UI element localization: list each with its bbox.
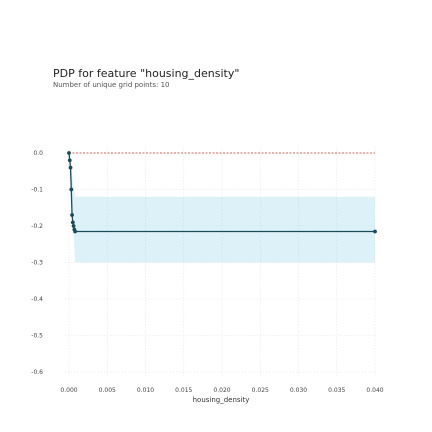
data-point <box>68 165 73 170</box>
y-tick-label: -0.1 <box>31 187 43 194</box>
y-tick-label: -0.4 <box>31 296 43 303</box>
y-tick-label: 0.0 <box>33 150 43 157</box>
y-tick-label: -0.3 <box>31 260 43 267</box>
x-tick-label: 0.030 <box>290 387 307 394</box>
x-axis-label: housing_density <box>193 396 250 404</box>
data-point <box>73 229 78 234</box>
x-tick-label: 0.035 <box>328 387 345 394</box>
x-tick-label: 0.040 <box>366 387 383 394</box>
y-tick-labels: 0.0 -0.1 -0.2 -0.3 -0.4 -0.5 -0.6 <box>31 150 43 376</box>
x-tick-label: 0.020 <box>213 387 230 394</box>
x-tick-label: 0.025 <box>252 387 269 394</box>
y-tick-label: -0.2 <box>31 223 43 230</box>
y-tick-label: -0.6 <box>31 369 43 376</box>
data-point <box>373 229 377 234</box>
y-tick-label: -0.5 <box>31 333 43 340</box>
confidence-band <box>69 153 375 263</box>
x-tick-labels: 0.000 0.005 0.010 0.015 0.020 0.025 0.030 0.035… <box>60 387 383 394</box>
x-tick-label: 0.000 <box>60 387 77 394</box>
x-tick-label: 0.010 <box>137 387 154 394</box>
data-point <box>67 151 71 155</box>
chart-subtitle: Number of unique grid points: 10 <box>53 81 170 89</box>
data-point <box>70 213 74 217</box>
data-point <box>70 220 75 225</box>
data-point <box>71 224 76 228</box>
confidence-band-layer <box>69 153 375 263</box>
data-point <box>67 158 72 163</box>
chart-title: PDP for feature "housing_density" <box>53 67 240 80</box>
x-tick-label: 0.005 <box>99 387 116 394</box>
series-points-layer <box>67 151 377 234</box>
data-point <box>69 187 74 192</box>
x-tick-label: 0.015 <box>175 387 192 394</box>
